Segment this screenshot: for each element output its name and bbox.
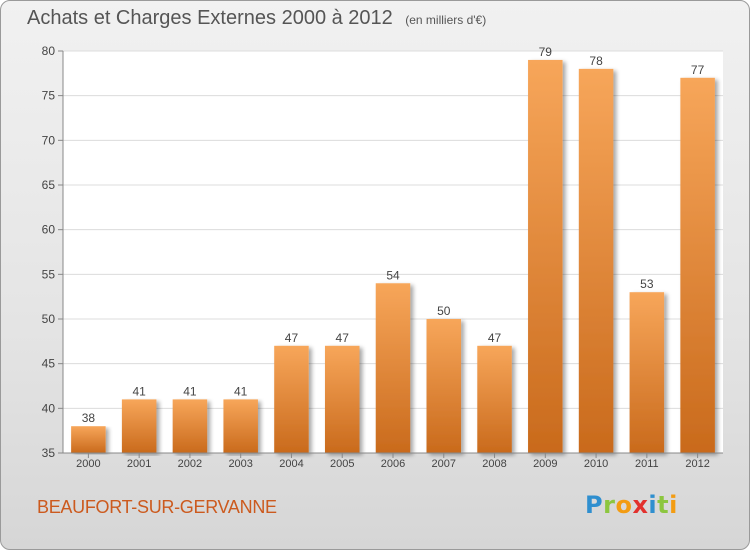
bar-2001 bbox=[121, 399, 157, 453]
x-tick-label: 2012 bbox=[685, 458, 709, 470]
y-tick-label: 50 bbox=[42, 312, 56, 326]
bar-2000 bbox=[71, 426, 106, 453]
value-label: 50 bbox=[437, 304, 451, 318]
value-label: 53 bbox=[640, 277, 654, 291]
x-tick-label: 2006 bbox=[381, 458, 405, 470]
proxiti-logo: Proxiti bbox=[585, 491, 678, 519]
bar-2007 bbox=[426, 319, 462, 453]
logo-letter: i bbox=[669, 491, 678, 519]
x-tick-label: 2001 bbox=[127, 458, 151, 470]
logo-letter: o bbox=[615, 491, 633, 519]
value-label: 38 bbox=[82, 411, 96, 425]
logo-letter: r bbox=[603, 491, 616, 519]
y-tick-label: 35 bbox=[42, 446, 56, 460]
value-label: 54 bbox=[386, 268, 400, 282]
x-tick-label: 2004 bbox=[279, 458, 303, 470]
x-tick-label: 2003 bbox=[228, 458, 252, 470]
value-label: 41 bbox=[132, 384, 146, 398]
chart-title: Achats et Charges Externes 2000 à 2012 bbox=[27, 7, 393, 29]
x-tick-label: 2010 bbox=[584, 458, 608, 470]
bar-2006 bbox=[375, 283, 411, 453]
logo-letter: x bbox=[632, 491, 649, 519]
logo-letter: i bbox=[648, 491, 658, 519]
y-tick-label: 60 bbox=[42, 223, 56, 237]
x-tick-label: 2005 bbox=[330, 458, 354, 470]
x-tick-label: 2002 bbox=[178, 458, 202, 470]
value-label: 78 bbox=[589, 54, 603, 68]
value-label: 47 bbox=[488, 331, 502, 345]
x-tick-label: 2007 bbox=[432, 458, 456, 470]
y-tick-label: 80 bbox=[42, 44, 56, 58]
value-label: 47 bbox=[336, 331, 350, 345]
chart-header: Achats et Charges Externes 2000 à 2012 (… bbox=[27, 7, 486, 30]
y-tick-label: 55 bbox=[42, 267, 56, 281]
bar-2003 bbox=[223, 399, 258, 453]
bar-2009 bbox=[528, 59, 563, 453]
value-label: 41 bbox=[234, 384, 248, 398]
chart-subtitle: (en milliers d'€) bbox=[405, 13, 487, 27]
logo-letter: P bbox=[585, 491, 604, 519]
commune-name: BEAUFORT-SUR-GERVANNE bbox=[37, 497, 277, 517]
y-tick-label: 45 bbox=[42, 357, 56, 371]
value-label: 41 bbox=[183, 384, 197, 398]
x-tick-label: 2000 bbox=[76, 458, 100, 470]
y-tick-label: 70 bbox=[42, 133, 56, 147]
y-tick-label: 65 bbox=[42, 178, 56, 192]
bar-2010 bbox=[578, 68, 614, 453]
bar-2011 bbox=[629, 292, 665, 453]
value-label: 77 bbox=[691, 63, 705, 77]
x-tick-label: 2008 bbox=[482, 458, 506, 470]
bar-2002 bbox=[172, 399, 208, 453]
bar-2012 bbox=[680, 77, 715, 454]
value-label: 47 bbox=[285, 331, 299, 345]
bar-2005 bbox=[324, 345, 360, 453]
bar-2004 bbox=[274, 345, 309, 453]
x-tick-label: 2011 bbox=[635, 458, 659, 470]
x-tick-label: 2009 bbox=[533, 458, 557, 470]
bar-2008 bbox=[477, 345, 512, 453]
logo-letter: t bbox=[657, 491, 670, 519]
value-label: 79 bbox=[539, 45, 553, 59]
y-tick-label: 75 bbox=[42, 89, 56, 103]
y-tick-label: 40 bbox=[42, 401, 56, 415]
